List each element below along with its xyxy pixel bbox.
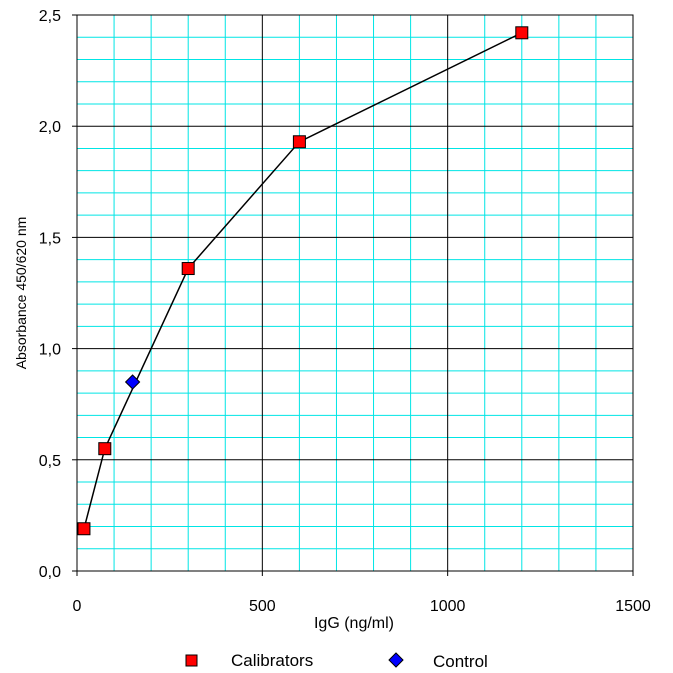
legend: Calibrators Control <box>185 651 488 671</box>
legend-marker-control <box>388 652 404 668</box>
y-tick-label: 2,5 <box>39 8 61 25</box>
y-tick-label: 2,0 <box>39 119 61 136</box>
data-point-calibrators <box>77 522 91 536</box>
series-lines <box>83 32 523 529</box>
minor-grid <box>77 15 633 571</box>
data-point-calibrators <box>515 26 529 40</box>
y-tick-label: 1,0 <box>39 342 61 359</box>
legend-marker-calibrators <box>185 654 198 667</box>
x-tick-labels: 0 500 1000 1500 <box>73 598 651 615</box>
y-axis-label: Absorbance 450/620 nm <box>13 217 29 370</box>
y-tick-labels: 0,0 0,5 1,0 1,5 2,0 2,5 <box>39 8 61 581</box>
y-tick-label: 0,0 <box>39 564 61 581</box>
plot-area-frame <box>76 14 634 572</box>
y-tick-label: 0,5 <box>39 453 61 470</box>
data-point-calibrators <box>98 442 112 456</box>
data-point-control <box>124 374 141 390</box>
series-markers <box>77 26 529 536</box>
series-line-calibrators <box>83 32 523 529</box>
x-axis-label: IgG (ng/ml) <box>314 615 394 632</box>
x-tick-label: 500 <box>249 598 276 615</box>
legend-label-control: Control <box>433 652 488 671</box>
major-grid <box>77 15 633 571</box>
data-point-calibrators <box>181 262 195 276</box>
legend-label-calibrators: Calibrators <box>231 651 313 670</box>
axis-ticks <box>72 14 634 576</box>
x-tick-label: 1000 <box>430 598 466 615</box>
y-tick-label: 1,5 <box>39 230 61 247</box>
x-tick-label: 1500 <box>615 598 651 615</box>
data-point-calibrators <box>292 135 306 149</box>
x-tick-label: 0 <box>73 598 82 615</box>
